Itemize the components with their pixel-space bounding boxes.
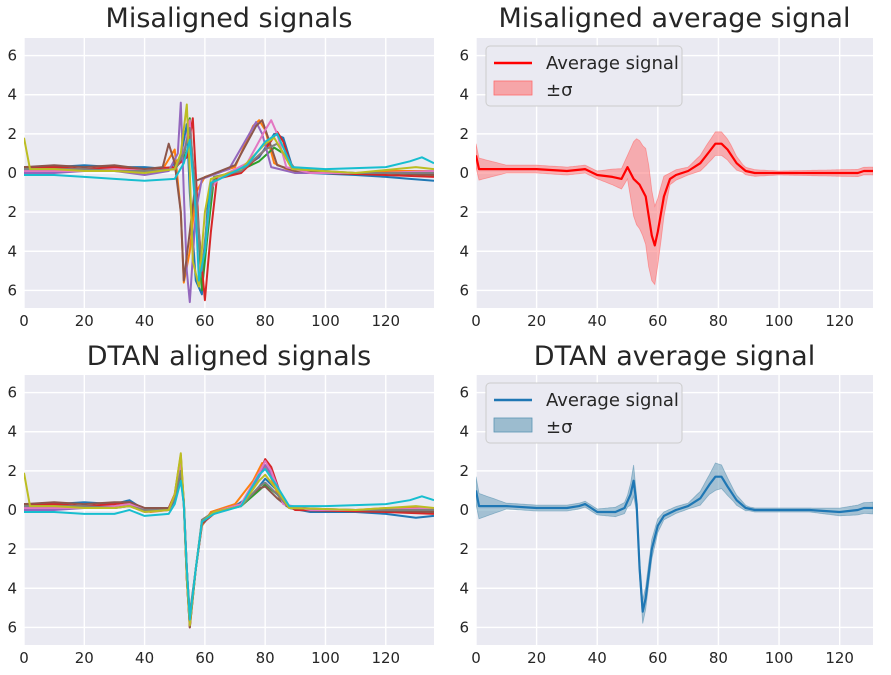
y-tick-label: 4 bbox=[7, 86, 17, 104]
y-tick-label: 2 bbox=[459, 462, 469, 480]
y-tick-label: 6 bbox=[7, 281, 17, 299]
y-tick-label: 2 bbox=[459, 540, 469, 558]
plot-marks bbox=[476, 462, 873, 624]
x-tick-label: 100 bbox=[765, 312, 794, 330]
chart-title: DTAN aligned signals bbox=[87, 341, 372, 372]
plot-marks bbox=[24, 452, 434, 629]
y-tick-label: 2 bbox=[7, 462, 17, 480]
legend-box bbox=[485, 382, 683, 444]
x-tick-label: 100 bbox=[765, 649, 794, 667]
y-tick-label: 4 bbox=[459, 242, 469, 260]
x-tick-label: 40 bbox=[135, 649, 154, 667]
chart-title: Misaligned signals bbox=[106, 3, 353, 34]
legend-label-sigma: ±σ bbox=[546, 80, 573, 101]
x-tick-label: 60 bbox=[648, 312, 667, 330]
legend-label-average: Average signal bbox=[546, 53, 679, 74]
x-tick-label: 120 bbox=[825, 312, 854, 330]
x-tick-label: 20 bbox=[75, 312, 94, 330]
average-signal-line bbox=[476, 142, 873, 247]
signal-line-9 bbox=[24, 103, 434, 288]
legend-label-average: Average signal bbox=[546, 390, 679, 411]
x-tick-label: 120 bbox=[371, 649, 400, 667]
x-tick-label: 100 bbox=[311, 649, 340, 667]
x-tick-label: 20 bbox=[75, 649, 94, 667]
y-tick-label: 0 bbox=[7, 164, 17, 182]
legend-box bbox=[485, 45, 683, 107]
x-tick-label: 0 bbox=[471, 649, 481, 667]
signal-line-6 bbox=[24, 119, 434, 282]
x-tick-label: 80 bbox=[709, 312, 728, 330]
x-tick-label: 100 bbox=[311, 312, 340, 330]
y-tick-label: 2 bbox=[7, 125, 17, 143]
legend: Average signal ±σ bbox=[485, 382, 683, 444]
y-tick-label: 6 bbox=[459, 384, 469, 402]
y-tick-label: 6 bbox=[459, 47, 469, 65]
x-tick-label: 60 bbox=[648, 649, 667, 667]
x-tick-label: 40 bbox=[588, 312, 607, 330]
plot-marks bbox=[24, 101, 434, 304]
y-tick-label: 2 bbox=[459, 203, 469, 221]
x-tick-label: 120 bbox=[825, 649, 854, 667]
average-signal-line bbox=[476, 475, 873, 613]
y-tick-label: 2 bbox=[7, 203, 17, 221]
legend-band-swatch bbox=[493, 80, 533, 96]
y-tick-label: 6 bbox=[459, 281, 469, 299]
y-tick-label: 2 bbox=[459, 125, 469, 143]
x-tick-label: 0 bbox=[19, 312, 29, 330]
y-tick-label: 6 bbox=[459, 618, 469, 636]
legend: Average signal ±σ bbox=[485, 45, 683, 107]
y-tick-label: 4 bbox=[459, 579, 469, 597]
y-tick-label: 0 bbox=[459, 501, 469, 519]
y-tick-label: 0 bbox=[7, 501, 17, 519]
y-tick-label: 4 bbox=[459, 423, 469, 441]
x-tick-label: 80 bbox=[256, 649, 275, 667]
x-tick-label: 80 bbox=[709, 649, 728, 667]
y-tick-label: 6 bbox=[7, 618, 17, 636]
chart-title: Misaligned average signal bbox=[499, 3, 851, 34]
x-tick-label: 0 bbox=[19, 649, 29, 667]
legend-band-swatch bbox=[493, 417, 533, 433]
x-tick-label: 20 bbox=[527, 649, 546, 667]
x-tick-label: 40 bbox=[135, 312, 154, 330]
plot-marks bbox=[476, 131, 873, 286]
x-tick-label: 20 bbox=[527, 312, 546, 330]
x-tick-label: 0 bbox=[471, 312, 481, 330]
y-tick-label: 4 bbox=[7, 579, 17, 597]
y-tick-label: 6 bbox=[7, 384, 17, 402]
x-tick-label: 120 bbox=[371, 312, 400, 330]
legend-label-sigma: ±σ bbox=[546, 417, 573, 438]
sigma-band bbox=[476, 462, 873, 624]
y-tick-label: 4 bbox=[7, 423, 17, 441]
signal-line-10 bbox=[24, 132, 434, 282]
x-tick-label: 60 bbox=[195, 312, 214, 330]
y-tick-label: 0 bbox=[459, 164, 469, 182]
y-tick-label: 4 bbox=[459, 86, 469, 104]
y-tick-label: 4 bbox=[7, 242, 17, 260]
chart-title: DTAN average signal bbox=[534, 341, 815, 372]
x-tick-label: 40 bbox=[588, 649, 607, 667]
signal-line-10 bbox=[24, 467, 434, 621]
x-tick-label: 80 bbox=[256, 312, 275, 330]
y-tick-label: 2 bbox=[7, 540, 17, 558]
y-tick-label: 6 bbox=[7, 47, 17, 65]
x-tick-label: 60 bbox=[195, 649, 214, 667]
